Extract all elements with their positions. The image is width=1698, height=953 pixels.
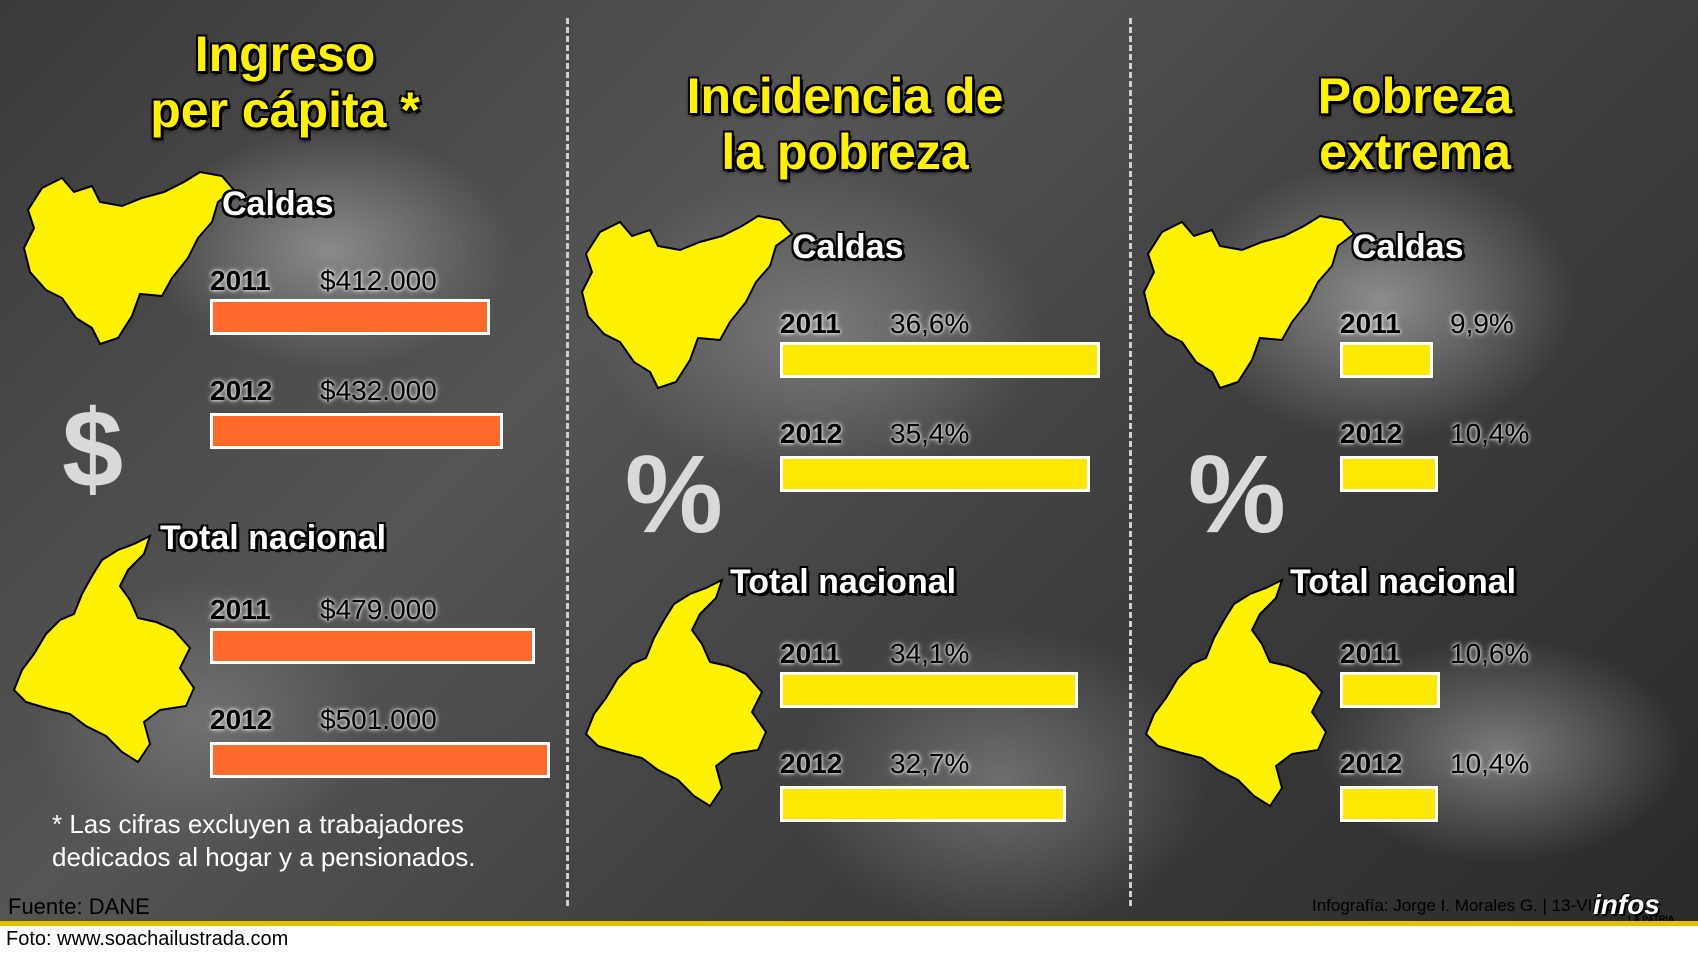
nacional-label: Total nacional [1290,563,1517,601]
bar-caldas-2012 [780,456,1090,492]
income-title: Ingreso per cápita * [80,26,490,138]
footnote-line-1: * Las cifras excluyen a trabajadores [52,809,464,839]
photo-credit: Foto: www.soachailustrada.com [6,928,289,950]
value-label: 35,4% [890,418,970,449]
colombia-map-icon [12,534,196,764]
year-label: 2011 [1340,638,1401,669]
year-label: 2011 [780,638,841,669]
bar-caldas-2011 [210,299,490,335]
bar-nacional-2011 [1340,672,1440,708]
value-label: 9,9% [1450,308,1514,339]
year-label: 2012 [210,375,273,406]
value-label: $412.000 [320,265,437,296]
year-label: 2011 [210,265,271,296]
source-label: Fuente: DANE [8,894,150,919]
value-label: 10,6% [1450,638,1530,669]
year-label: 2011 [210,594,271,625]
value-label: 32,7% [890,748,970,779]
poverty-title-line-1: Incidencia de [686,68,1004,124]
bar-caldas-2011 [1340,342,1433,378]
extreme-poverty-title-line-2: extrema [1319,124,1511,180]
caldas-label: Caldas [1352,228,1464,266]
bar-nacional-2012 [780,786,1066,822]
value-label: 10,4% [1450,748,1530,779]
year-label: 2011 [780,308,841,339]
column-divider-1 [566,18,569,906]
caldas-label: Caldas [222,185,334,223]
credit-label: Infografía: Jorge I. Morales G. | 13-VII… [1312,896,1622,915]
la-patria-logo-text: LA PATRIA [1628,914,1675,924]
footnote: * Las cifras excluyen a trabajadores ded… [52,808,572,874]
percent-sign-icon: % [625,433,723,556]
year-label: 2012 [210,704,273,735]
year-label: 2012 [780,418,843,449]
nacional-label: Total nacional [730,563,957,601]
income-title-line-1: Ingreso [194,26,376,82]
poverty-title-line-2: la pobreza [721,124,969,180]
caldas-map-icon [22,170,236,346]
year-label: 2012 [1340,748,1403,779]
value-label: $501.000 [320,704,437,735]
value-label: $479.000 [320,594,437,625]
bar-caldas-2011 [780,342,1100,378]
caldas-map-icon [1142,214,1356,390]
poverty-title: Incidencia de la pobreza [620,68,1070,180]
bar-nacional-2011 [210,628,535,664]
colombia-map-icon [584,578,768,808]
year-label: 2012 [1340,418,1403,449]
value-label: 10,4% [1450,418,1530,449]
caldas-map-icon [580,214,794,390]
dollar-sign-icon: $ [62,388,124,511]
column-divider-2 [1129,18,1132,906]
bar-caldas-2012 [210,413,503,449]
bar-nacional-2012 [1340,786,1438,822]
value-label: 36,6% [890,308,970,339]
caldas-label: Caldas [792,228,904,266]
infos-logo: infos [1593,889,1660,920]
value-label: $432.000 [320,375,437,406]
percent-sign-icon: % [1188,433,1286,556]
extreme-poverty-title-line-1: Pobreza [1317,68,1513,124]
footer-rule [0,921,1698,926]
bar-caldas-2012 [1340,456,1438,492]
footnote-line-2: dedicados al hogar y a pensionados. [52,842,476,872]
footer-bar [0,926,1698,953]
extreme-poverty-title: Pobreza extrema [1240,68,1590,180]
year-label: 2012 [780,748,843,779]
year-label: 2011 [1340,308,1401,339]
bar-nacional-2011 [780,672,1078,708]
colombia-map-icon [1144,578,1328,808]
value-label: 34,1% [890,638,970,669]
income-title-line-2: per cápita * [150,82,420,138]
bar-nacional-2012 [210,742,550,778]
nacional-label: Total nacional [160,519,387,557]
